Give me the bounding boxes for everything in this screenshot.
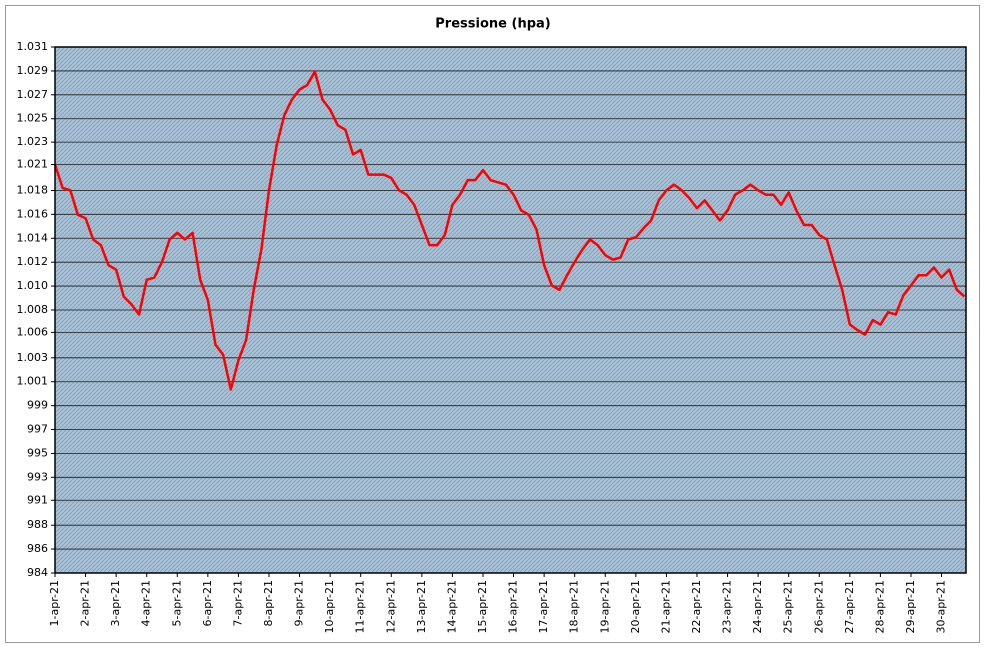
x-tick-label: 1-apr-21 bbox=[48, 580, 61, 626]
y-tick-label: 1.029 bbox=[17, 64, 49, 77]
x-tick-label: 19-apr-21 bbox=[598, 580, 611, 633]
x-tick-label: 6-apr-21 bbox=[201, 580, 214, 626]
y-tick-label: 988 bbox=[27, 518, 48, 531]
x-tick-label: 15-apr-21 bbox=[476, 580, 489, 633]
y-tick-label: 1.016 bbox=[17, 207, 49, 220]
x-tick-label: 26-apr-21 bbox=[812, 580, 825, 633]
x-tick-label: 14-apr-21 bbox=[445, 580, 458, 633]
x-tick-label: 29-apr-21 bbox=[904, 580, 917, 633]
x-tick-label: 4-apr-21 bbox=[140, 580, 153, 626]
y-tick-label: 1.031 bbox=[17, 40, 49, 53]
y-tick-label: 1.023 bbox=[17, 135, 49, 148]
x-tick-label: 13-apr-21 bbox=[415, 580, 428, 633]
x-tick-label: 17-apr-21 bbox=[537, 580, 550, 633]
series bbox=[53, 70, 966, 391]
x-axis: 1-apr-21 2-apr-21 3-apr-21 4-apr-21 5-apr-21… bbox=[48, 573, 948, 633]
plot-border bbox=[54, 46, 967, 574]
pressure-line bbox=[53, 70, 966, 391]
x-tick-label: 12-apr-21 bbox=[384, 580, 397, 633]
y-tick-label: 1.027 bbox=[17, 88, 49, 101]
y-tick-label: 1.006 bbox=[17, 325, 49, 338]
y-tick-label: 1.018 bbox=[17, 183, 49, 196]
x-tick-label: 7-apr-21 bbox=[231, 580, 244, 626]
y-tick-label: 984 bbox=[27, 566, 48, 579]
x-tick-label: 27-apr-21 bbox=[843, 580, 856, 633]
y-tick-label: 993 bbox=[27, 470, 48, 483]
y-tick-label: 1.025 bbox=[17, 112, 49, 125]
x-tick-label: 21-apr-21 bbox=[659, 580, 672, 633]
x-tick-label: 9-apr-21 bbox=[293, 580, 306, 626]
x-tick-label: 25-apr-21 bbox=[782, 580, 795, 633]
x-tick-label: 30-apr-21 bbox=[935, 580, 948, 633]
x-tick-label: 8-apr-21 bbox=[262, 580, 275, 626]
x-tick-label: 20-apr-21 bbox=[629, 580, 642, 633]
x-tick-label: 18-apr-21 bbox=[568, 580, 581, 633]
x-tick-label: 16-apr-21 bbox=[507, 580, 520, 633]
x-tick-label: 3-apr-21 bbox=[109, 580, 122, 626]
x-tick-label: 10-apr-21 bbox=[323, 580, 336, 633]
x-tick-label: 28-apr-21 bbox=[873, 580, 886, 633]
y-tick-label: 991 bbox=[27, 493, 48, 506]
y-tick-label: 1.012 bbox=[17, 255, 49, 268]
grid bbox=[55, 46, 966, 574]
y-tick-label: 1.014 bbox=[17, 231, 49, 244]
y-tick-label: 999 bbox=[27, 399, 48, 412]
y-tick-label: 997 bbox=[27, 423, 48, 436]
y-tick-label: 995 bbox=[27, 446, 48, 459]
x-tick-label: 24-apr-21 bbox=[751, 580, 764, 633]
x-tick-label: 2-apr-21 bbox=[79, 580, 92, 626]
y-axis: 984 986 988 991 993 995 997 999 1.001 1.003 1.006 1… bbox=[17, 40, 55, 579]
y-tick-label: 1.003 bbox=[17, 351, 49, 364]
y-tick-label: 1.021 bbox=[17, 158, 49, 171]
y-tick-label: 986 bbox=[27, 542, 48, 555]
chart-title: Pressione (hpa) bbox=[435, 17, 550, 32]
y-tick-label: 1.008 bbox=[17, 303, 49, 316]
x-tick-label: 23-apr-21 bbox=[721, 580, 734, 633]
x-tick-label: 11-apr-21 bbox=[354, 580, 367, 633]
x-tick-label: 5-apr-21 bbox=[170, 580, 183, 626]
y-tick-label: 1.001 bbox=[17, 375, 49, 388]
x-tick-label: 22-apr-21 bbox=[690, 580, 703, 633]
y-tick-label: 1.010 bbox=[17, 279, 49, 292]
